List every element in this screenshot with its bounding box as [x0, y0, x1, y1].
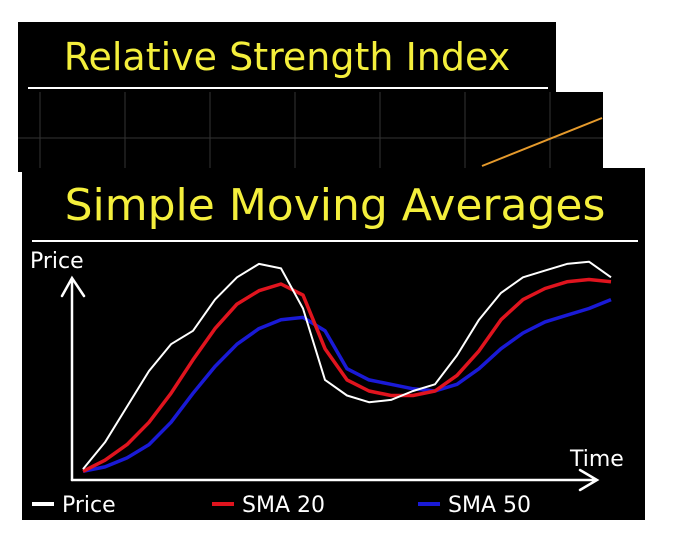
legend-label: Price	[62, 493, 116, 518]
series-line	[82, 277, 612, 473]
back-title: Relative Strength Index	[64, 35, 510, 79]
back-slide	[18, 22, 556, 94]
series-line	[82, 260, 612, 470]
series-line	[82, 297, 612, 474]
legend-label: SMA 20	[242, 493, 325, 518]
axes	[60, 275, 600, 492]
x-axis-label: Time	[569, 447, 624, 472]
y-axis-label: Price	[30, 249, 84, 274]
legend: Price SMA 20 SMA 50	[32, 493, 531, 518]
chart-title: Simple Moving Averages	[65, 180, 606, 231]
middle-slide	[18, 92, 603, 172]
orange-stroke	[481, 117, 603, 167]
legend-label: SMA 50	[448, 493, 531, 518]
faint-grid	[18, 92, 603, 170]
